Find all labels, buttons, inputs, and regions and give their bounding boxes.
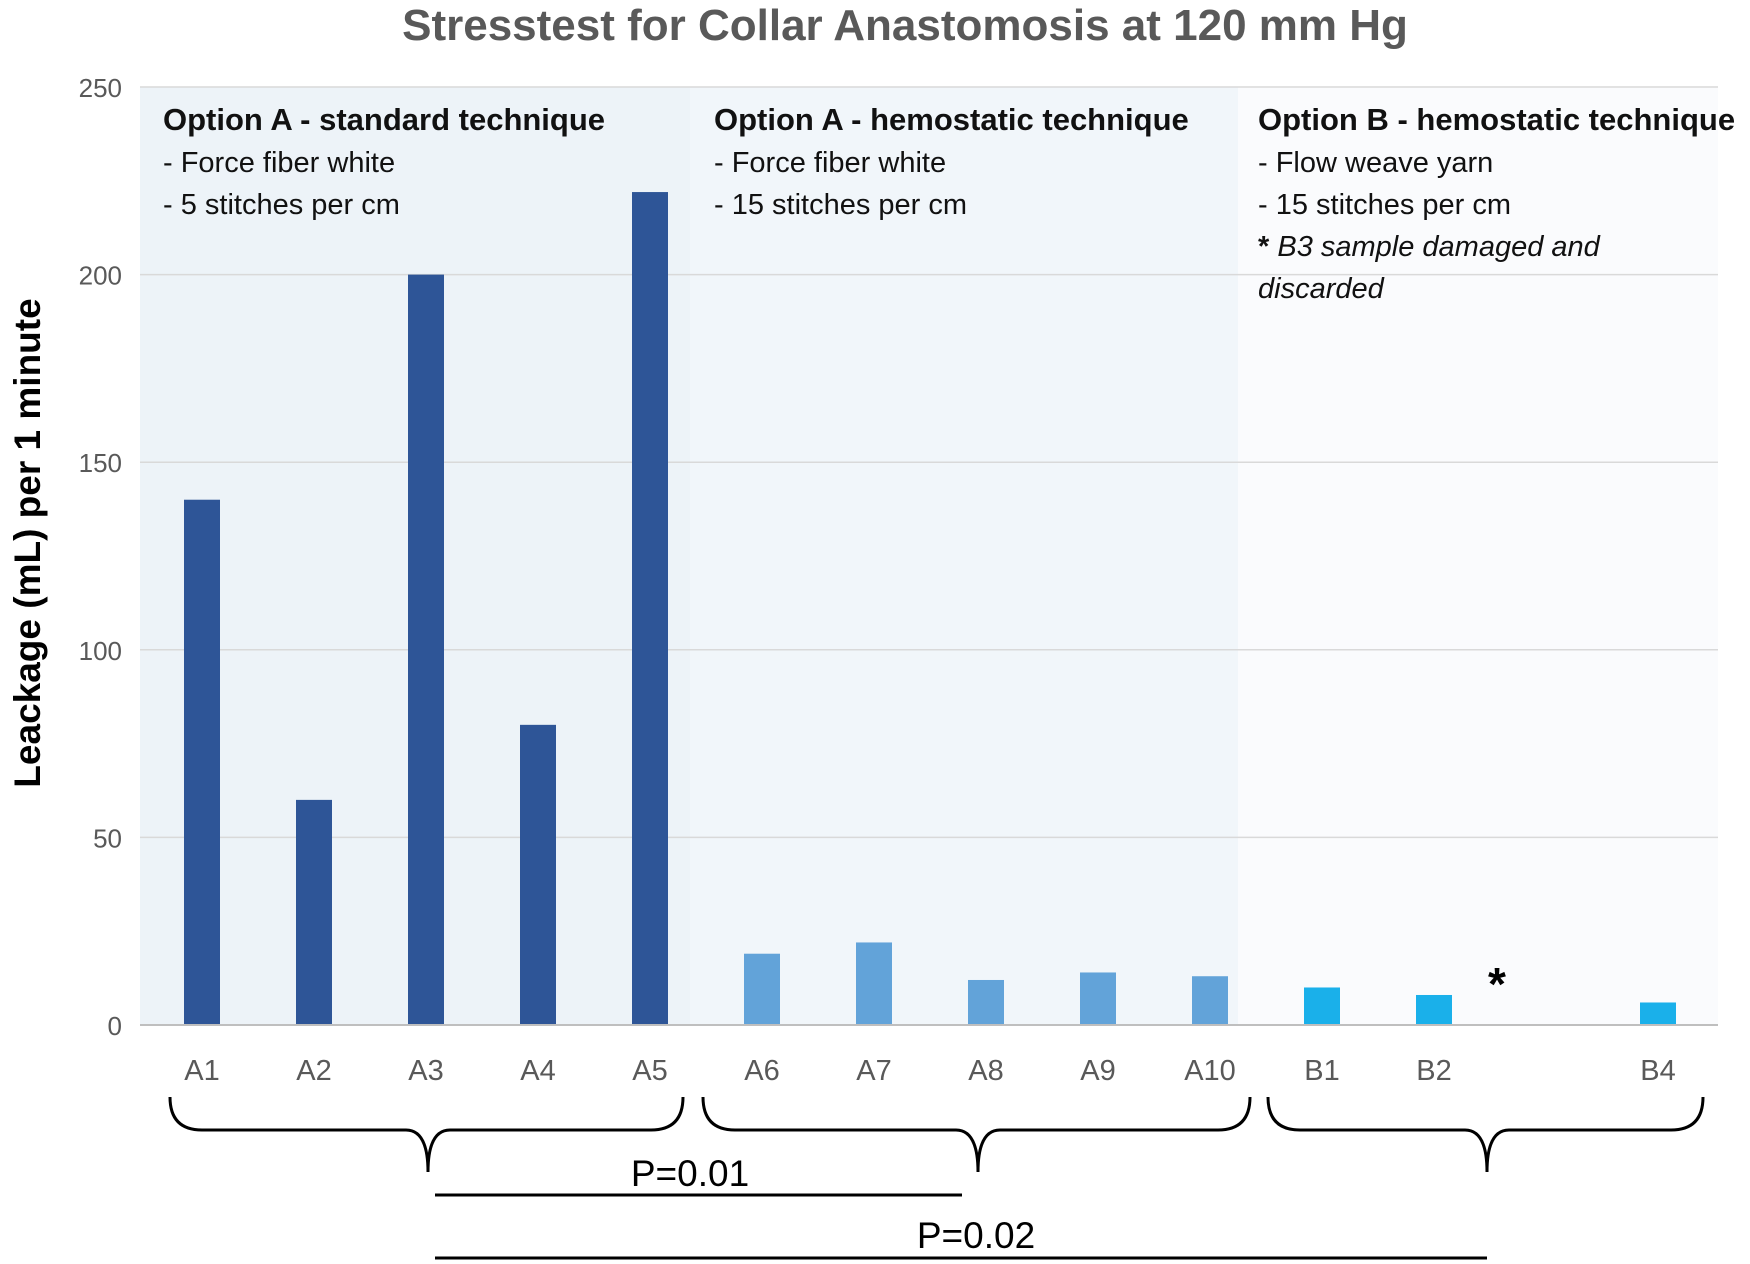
x-tick-label: A2: [296, 1055, 331, 1087]
group-braces: [168, 1096, 1705, 1173]
y-tick-label: 150: [79, 448, 122, 478]
group-detail: - 15 stitches per cm: [714, 189, 967, 221]
group-panels: [140, 87, 1718, 1025]
group-detail: - 5 stitches per cm: [163, 189, 400, 221]
x-tick-label: A4: [520, 1055, 555, 1087]
group-title: Option A - standard technique: [163, 102, 605, 137]
bar: [1080, 972, 1116, 1025]
bar: [632, 192, 668, 1025]
bar: [520, 724, 556, 1025]
group-note: * B3 sample damaged and: [1258, 231, 1601, 263]
p-value-label: P=0.01: [631, 1153, 749, 1194]
bar: [856, 942, 892, 1025]
bar: [1192, 976, 1228, 1025]
bar: [1304, 987, 1340, 1025]
group-brace: [701, 1096, 1252, 1173]
axis: 0 50 100 150 200 250 A1 A2 A3 A4 A5 A6 A7 A8 A9 A10 B1 B2…: [79, 73, 1718, 1087]
bar: [296, 799, 332, 1025]
group-detail: - Flow weave yarn: [1258, 147, 1493, 179]
group-title: Option B - hemostatic technique: [1258, 102, 1735, 137]
gridlines: [140, 86, 1718, 839]
bar: [408, 274, 444, 1026]
group-title: Option A - hemostatic technique: [714, 102, 1189, 137]
y-tick-label: 100: [79, 636, 122, 666]
y-tick-label: 50: [93, 823, 122, 853]
missing-sample-marker: *: [1488, 958, 1506, 1010]
y-tick-label: 250: [79, 73, 122, 103]
group-detail: - 15 stitches per cm: [1258, 189, 1511, 221]
group-brace: [168, 1096, 685, 1173]
group-brace: [1266, 1096, 1705, 1173]
x-tick-label: A3: [408, 1055, 443, 1087]
panel-texts: Option A - standard technique - Force fib…: [163, 102, 1735, 305]
x-tick-label: A10: [1184, 1055, 1236, 1087]
x-tick-label: A7: [856, 1055, 891, 1087]
group-note: discarded: [1258, 273, 1385, 305]
x-tick-label: B4: [1640, 1055, 1675, 1087]
bar: [968, 979, 1004, 1025]
x-tick-label: A8: [968, 1055, 1003, 1087]
x-tick-label: A5: [632, 1055, 667, 1087]
group-detail: - Force fiber white: [714, 147, 946, 179]
y-tick-label: 200: [79, 261, 122, 291]
bar: [1416, 994, 1452, 1025]
bars: [184, 192, 1676, 1026]
x-tick-label: A1: [184, 1055, 219, 1087]
group-panel: [690, 87, 1238, 1025]
p-value-label: P=0.02: [917, 1215, 1035, 1256]
group-panel: [1238, 87, 1718, 1025]
bar: [184, 499, 220, 1026]
x-tick-label: A9: [1080, 1055, 1115, 1087]
y-tick-label: 0: [108, 1011, 122, 1041]
x-tick-label: B2: [1416, 1055, 1451, 1087]
bar: [1640, 1002, 1676, 1025]
chart-title: Stresstest for Collar Anastomosis at 120…: [402, 1, 1408, 50]
y-axis-label: Leackage (mL) per 1 minute: [7, 298, 48, 787]
bar: [744, 953, 780, 1025]
x-tick-label: B1: [1304, 1055, 1339, 1087]
x-tick-label: A6: [744, 1055, 779, 1087]
group-detail: - Force fiber white: [163, 147, 395, 179]
